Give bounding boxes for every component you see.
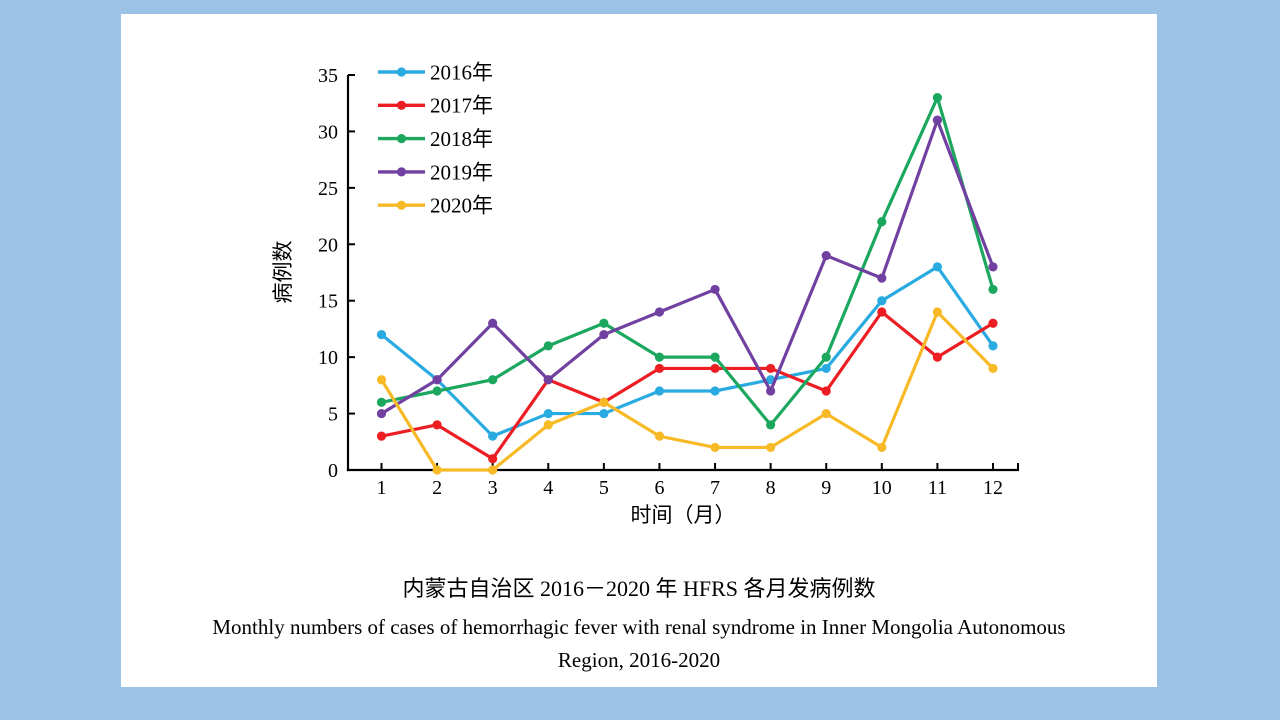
- x-tick-label: 7: [710, 477, 720, 499]
- data-point-2019-m11: [932, 115, 943, 125]
- x-tick-label: 2: [432, 477, 442, 499]
- data-point-2020-m9: [821, 408, 831, 419]
- data-point-2018-m9: [821, 352, 831, 362]
- x-tick-label: 9: [821, 477, 831, 499]
- data-point-2018-m11: [932, 92, 943, 103]
- data-point-2016-m12: [988, 341, 998, 351]
- data-point-2018-m6: [654, 352, 665, 362]
- series-line-2018: [379, 95, 995, 427]
- data-point-2020-m1: [376, 375, 387, 385]
- data-point-2018-m7: [710, 352, 720, 362]
- data-point-2019-m2: [432, 375, 442, 385]
- y-tick-label: 20: [318, 234, 338, 256]
- data-point-2020-m5: [599, 397, 609, 407]
- legend-label: 2020年: [430, 194, 493, 218]
- data-point-2020-m2: [432, 465, 442, 475]
- legend-label: 2016年: [430, 60, 493, 84]
- data-point-2019-m9: [821, 250, 831, 261]
- data-point-2020-m12: [988, 363, 998, 374]
- data-point-2018-m4: [543, 341, 553, 351]
- series-line-2017: [379, 310, 995, 461]
- data-point-2017-m12: [988, 318, 998, 328]
- series-line-2020: [379, 310, 995, 472]
- data-point-2017-m3: [488, 454, 498, 464]
- data-point-2016-m11: [932, 262, 943, 272]
- y-tick-label: 35: [318, 65, 338, 87]
- legend-marker-sample: [396, 67, 407, 77]
- x-tick-label: 3: [488, 477, 498, 499]
- data-point-2020-m8: [766, 442, 776, 453]
- data-point-2019-m5: [599, 329, 609, 340]
- data-point-2018-m10: [877, 217, 887, 227]
- data-point-2016-m10: [877, 296, 887, 306]
- series-line-2016: [379, 265, 995, 438]
- data-point-2017-m9: [821, 386, 831, 396]
- data-point-2018-m3: [488, 375, 498, 385]
- data-point-2017-m8: [766, 363, 776, 374]
- data-point-2018-m8: [766, 420, 776, 430]
- y-tick-label: 10: [318, 347, 338, 369]
- data-point-2018-m1: [376, 397, 387, 407]
- data-point-2020-m4: [543, 420, 553, 430]
- data-point-2017-m11: [932, 352, 943, 362]
- x-tick-label: 6: [654, 477, 664, 499]
- data-point-2019-m6: [654, 307, 665, 317]
- data-point-2019-m4: [543, 375, 553, 385]
- y-tick-label: 5: [328, 404, 338, 426]
- x-tick-label: 5: [599, 477, 609, 499]
- data-point-2019-m3: [488, 318, 498, 328]
- data-point-2016-m6: [654, 386, 665, 396]
- data-point-2016-m1: [376, 329, 387, 340]
- y-tick-label: 25: [318, 178, 338, 200]
- data-point-2019-m7: [710, 284, 720, 295]
- legend-label: 2018年: [430, 127, 493, 151]
- chart-panel: 0 5 10 15 20 25 30 35 1 2 3 4 5 6 7 8 9 10 11 12 2016年 2017年 2…: [121, 14, 1157, 687]
- x-tick-label: 8: [766, 477, 776, 499]
- data-point-2019-m12: [988, 262, 998, 272]
- data-point-2020-m6: [654, 431, 665, 441]
- data-point-2016-m3: [488, 431, 498, 441]
- data-point-2019-m10: [877, 273, 887, 283]
- data-point-2018-m12: [988, 284, 998, 295]
- x-axis-title: 时间（月）: [631, 503, 736, 527]
- data-point-2019-m8: [766, 386, 776, 396]
- y-tick-label: 0: [328, 460, 338, 482]
- data-point-2020-m7: [710, 442, 720, 453]
- data-point-2016-m4: [543, 408, 553, 419]
- data-point-2016-m5: [599, 408, 609, 419]
- x-tick-label: 12: [983, 477, 1003, 499]
- y-tick-label: 30: [318, 121, 338, 143]
- legend-marker-sample: [396, 167, 407, 177]
- legend-marker-sample: [396, 134, 407, 144]
- legend-label: 2017年: [430, 94, 493, 118]
- data-point-2020-m3: [488, 465, 498, 475]
- legend-label: 2019年: [430, 160, 493, 184]
- y-tick-label: 15: [318, 291, 338, 313]
- series-line-2019: [379, 118, 995, 416]
- data-point-2017-m7: [710, 363, 720, 374]
- data-point-2017-m2: [432, 420, 442, 430]
- data-point-2017-m6: [654, 363, 665, 374]
- data-point-2019-m1: [376, 408, 387, 419]
- data-point-2017-m10: [877, 307, 887, 317]
- x-tick-label: 11: [928, 477, 947, 499]
- data-point-2016-m9: [821, 363, 831, 374]
- data-point-2018-m2: [432, 386, 442, 396]
- data-point-2016-m7: [710, 386, 720, 396]
- caption-english-line1: Monthly numbers of cases of hemorrhagic …: [212, 615, 1066, 639]
- x-tick-label: 4: [543, 477, 553, 499]
- legend-marker-sample: [396, 200, 407, 210]
- data-point-2020-m10: [877, 442, 887, 453]
- caption-chinese-title: 内蒙古自治区 2016－2020 年 HFRS 各月发病例数: [402, 576, 876, 601]
- data-point-2017-m1: [376, 431, 387, 441]
- data-point-2018-m5: [599, 318, 609, 328]
- y-axis-title: 病例数: [271, 241, 295, 304]
- data-point-2020-m11: [932, 307, 943, 317]
- x-tick-label: 10: [872, 477, 892, 499]
- x-tick-label: 1: [377, 477, 387, 499]
- caption-english-line2: Region, 2016-2020: [557, 648, 721, 672]
- legend-marker-sample: [396, 100, 407, 110]
